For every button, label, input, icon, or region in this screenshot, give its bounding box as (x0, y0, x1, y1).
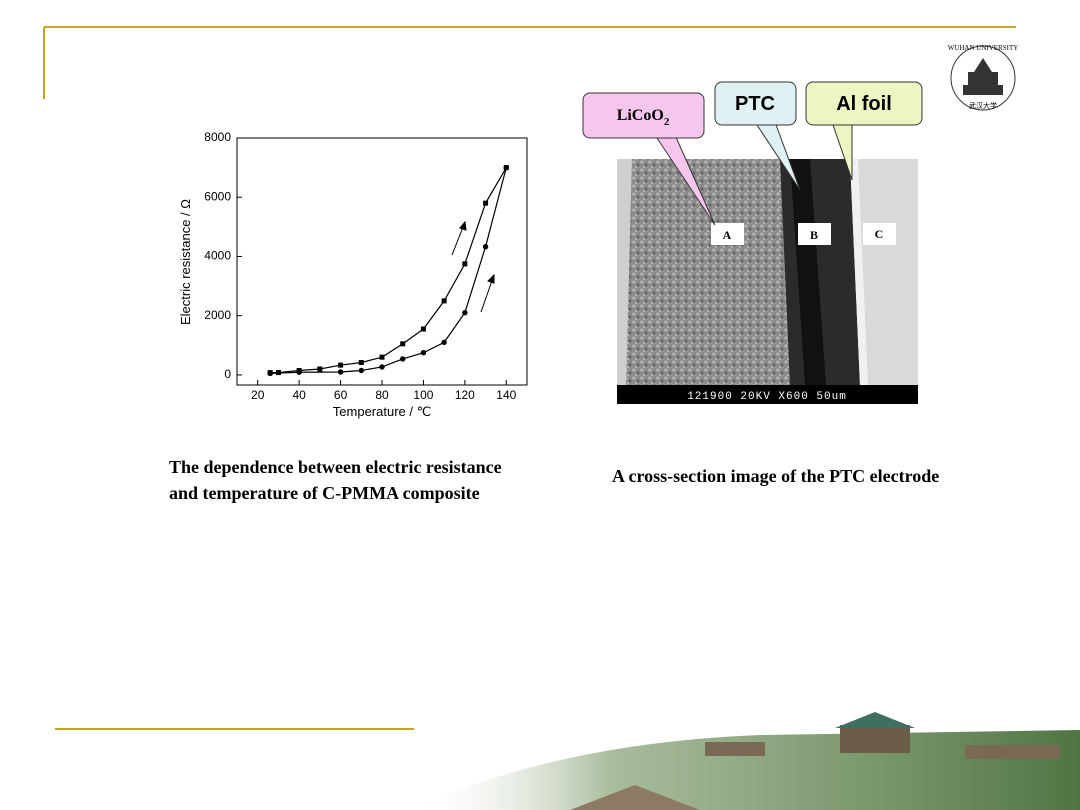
x-tick-label: 40 (292, 388, 306, 402)
data-point (483, 200, 489, 206)
data-point (296, 369, 302, 375)
x-tick-label: 120 (455, 388, 475, 402)
data-point (379, 364, 385, 370)
data-point (358, 359, 364, 365)
caption: The dependence between electric resistan… (169, 457, 502, 477)
x-tick-label: 140 (496, 388, 516, 402)
y-tick-label: 8000 (204, 130, 231, 144)
x-tick-label: 80 (375, 388, 389, 402)
callout-label: LiCoO2 (617, 107, 670, 128)
scale-bar-text: 121900 20KV X600 50um (687, 391, 847, 403)
data-point (482, 243, 489, 250)
x-tick-label: 20 (251, 388, 265, 402)
series-line (270, 167, 507, 374)
y-tick-label: 2000 (204, 308, 231, 322)
data-point (358, 367, 364, 374)
x-tick-label: 60 (334, 388, 348, 402)
callout-subscript: 2 (664, 116, 670, 128)
y-tick-label: 6000 (204, 189, 231, 203)
data-point (337, 369, 344, 375)
x-axis-label: Temperature / ℃ (333, 404, 431, 419)
campus-image (410, 712, 1080, 810)
logo: WUHAN UNIVERSITY 武汉大学 (948, 44, 1019, 111)
caption: and temperature of C-PMMA composite (169, 483, 480, 503)
plot-frame (236, 137, 528, 386)
chart: Temperature / ℃ Electric resistance / Ω … (178, 130, 528, 419)
callout-label: Al foil (836, 93, 892, 115)
y-tick-label: 4000 (204, 249, 231, 263)
caption: A cross-section image of the PTC electro… (612, 466, 939, 486)
callout-box (805, 81, 923, 126)
logo-name: WUHAN UNIVERSITY (948, 44, 1019, 52)
data-point (420, 350, 427, 356)
y-axis-label: Electric resistance / Ω (178, 199, 193, 325)
callout-label: PTC (735, 93, 775, 115)
data-point (317, 366, 323, 372)
data-point (400, 356, 406, 362)
data-point (462, 261, 468, 267)
data-point (441, 339, 447, 346)
callout-text: LiCoO (617, 107, 664, 124)
data-point (338, 362, 344, 368)
data-point (462, 310, 468, 316)
data-point (379, 354, 385, 360)
region-label: C (875, 227, 884, 241)
x-tick-label: 100 (413, 388, 433, 402)
data-point (400, 341, 406, 347)
logo-chinese: 武汉大学 (969, 101, 997, 110)
sem-image: 121900 20KV X600 50um A B C LiCoO2 PTC A… (582, 81, 923, 404)
region-label: A (723, 228, 732, 242)
data-point (503, 164, 509, 171)
callout-box (582, 92, 705, 139)
y-tick-label: 0 (224, 367, 231, 381)
region-label: B (810, 228, 818, 242)
data-point (441, 298, 447, 304)
data-point (267, 370, 273, 377)
series-line (270, 167, 507, 375)
data-point (420, 326, 426, 332)
callout-box (714, 81, 797, 126)
direction-arrows (451, 220, 495, 313)
